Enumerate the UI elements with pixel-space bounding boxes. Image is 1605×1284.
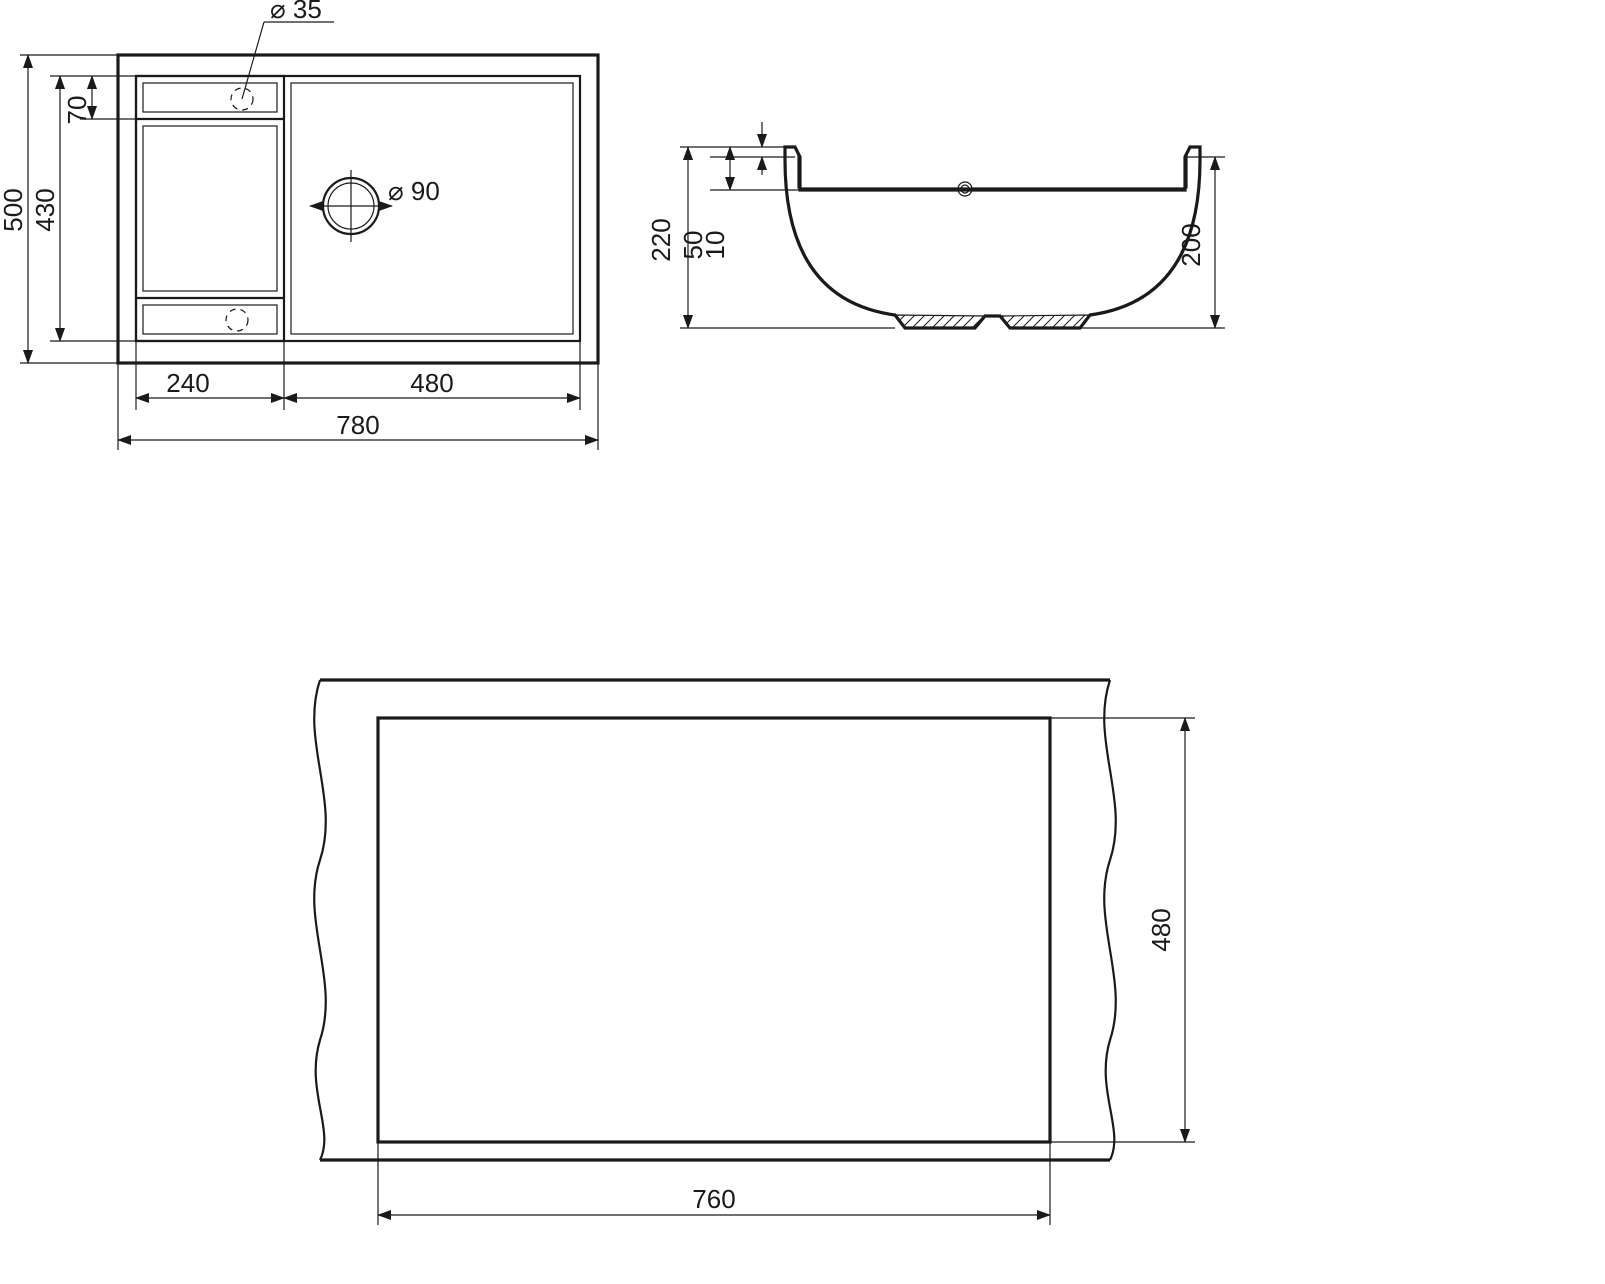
section-view: 10 50 220 200 <box>646 122 1225 328</box>
top-view: ⌀ 35 ⌀ 90 240 480 780 70 <box>0 0 598 450</box>
technical-drawing: ⌀ 35 ⌀ 90 240 480 780 70 <box>0 0 1605 1284</box>
drain-dia: ⌀ 90 <box>388 176 440 206</box>
tap-hole-dia: ⌀ 35 <box>270 0 322 24</box>
cutout-view: 760 480 <box>314 680 1195 1225</box>
dim-depth-inner: 200 <box>1176 223 1206 266</box>
dim-right-w: 480 <box>410 368 453 398</box>
dim-inner-h: 430 <box>30 188 60 231</box>
dim-total-h: 500 <box>0 188 28 231</box>
dim-strip: 70 <box>62 96 92 125</box>
dim-left-w: 240 <box>166 368 209 398</box>
dim-rim-step: 50 <box>678 231 708 260</box>
dim-cutout-w: 760 <box>692 1184 735 1214</box>
dim-depth-total: 220 <box>646 218 676 261</box>
dim-total-w: 780 <box>336 410 379 440</box>
dim-cutout-h: 480 <box>1146 908 1176 951</box>
